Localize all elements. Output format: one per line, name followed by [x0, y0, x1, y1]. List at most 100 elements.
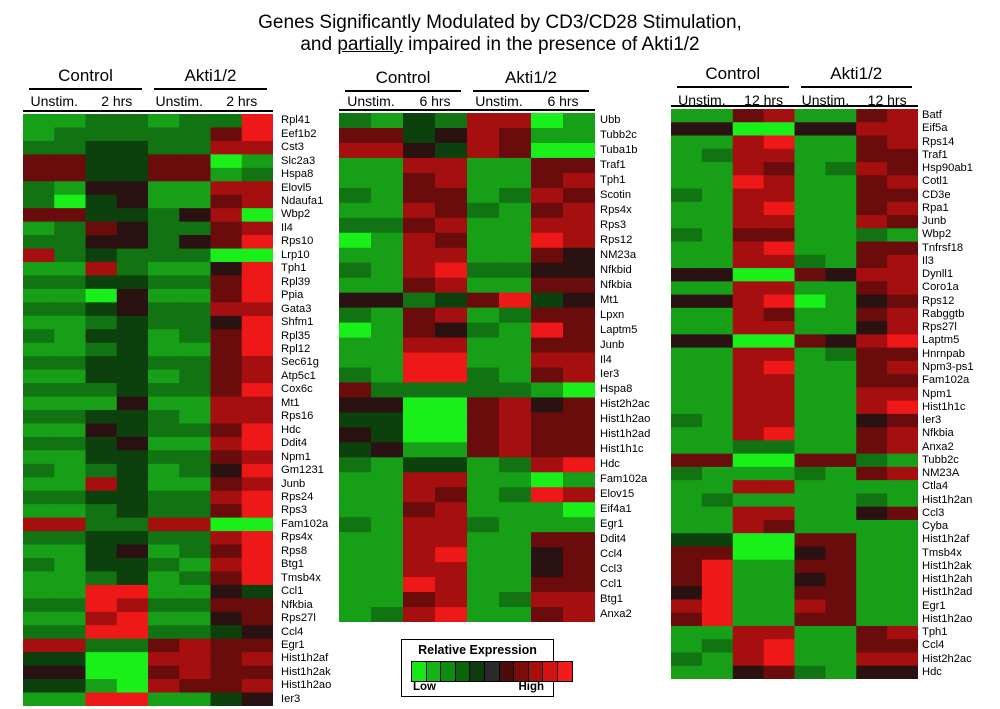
heatmap-cell [241, 181, 273, 196]
heatmap-cell [371, 202, 404, 219]
gene-label: Hist1h2ao [600, 413, 651, 426]
gene-label: Wbp2 [281, 208, 311, 221]
heatmap-cell [701, 612, 734, 627]
heatmap-cell [371, 547, 404, 563]
heatmap-cell [179, 167, 212, 182]
heatmap-cell [241, 611, 273, 626]
column-label: Unstim. [30, 93, 78, 109]
heatmap-cell [563, 337, 595, 354]
heatmap-cell [116, 396, 149, 411]
heatmap-cell [499, 592, 532, 608]
heatmap-cell [54, 692, 87, 706]
heatmap-cell [241, 127, 273, 142]
heatmap-cell [825, 559, 857, 574]
heatmap-cell [23, 477, 55, 492]
heatmap-cell [671, 307, 703, 322]
heatmap-cell [499, 187, 532, 204]
gene-label: Il3 [922, 254, 934, 267]
column-label: 12 hrs [867, 92, 907, 108]
heatmap-cell [887, 228, 918, 243]
heatmap-cell [179, 611, 212, 626]
heatmap-cell [887, 374, 918, 388]
heatmap-cell [403, 412, 436, 428]
heatmap-cell [563, 592, 595, 608]
heatmap-cell [856, 122, 888, 137]
gene-label: Btg1 [281, 558, 305, 571]
heatmap-cell [825, 307, 857, 322]
heatmap-cell [403, 397, 436, 414]
heatmap-cell [856, 400, 888, 415]
heatmap-cell [794, 612, 826, 627]
heatmap-cell [85, 114, 118, 129]
heatmap-cell [210, 302, 243, 317]
legend-swatch [441, 662, 456, 681]
heatmap-cell [148, 436, 180, 451]
heatmap-cell [339, 217, 372, 234]
heatmap-cell [241, 463, 273, 478]
heatmap-cell [435, 592, 468, 608]
heatmap-cell [54, 140, 87, 155]
heatmap-cell [148, 423, 180, 438]
heatmap-cell [210, 288, 243, 303]
heatmap-cell [210, 463, 243, 478]
heatmap-cell [85, 665, 118, 680]
gene-label: Ccl1 [600, 578, 623, 591]
heatmap-cell [179, 436, 212, 451]
heatmap-cell [499, 247, 532, 264]
heatmap-cell [371, 472, 404, 488]
heatmap-cell [23, 288, 55, 303]
heatmap-cell [85, 504, 118, 519]
heatmap-cell [403, 262, 436, 279]
heatmap-cell [435, 307, 468, 324]
heatmap-cell [825, 519, 857, 534]
heatmap-cell [701, 241, 734, 256]
heatmap-cell [794, 480, 826, 495]
heatmap-cell [732, 201, 765, 216]
heatmap-cell [887, 599, 918, 614]
heatmap-cell [825, 228, 857, 243]
heatmap-cell [563, 277, 595, 294]
heatmap-cell [499, 322, 532, 339]
heatmap-cell [85, 531, 118, 546]
heatmap-cell [23, 436, 55, 451]
column-label: Unstim. [678, 92, 726, 108]
heatmap-cell [148, 221, 180, 236]
heatmap-cell [563, 352, 595, 369]
gene-label: Fam102a [281, 517, 329, 530]
heatmap-cell [763, 493, 796, 508]
heatmap-cell [23, 423, 55, 438]
heatmap-cell [54, 396, 87, 411]
heatmap-cell [241, 315, 273, 330]
heatmap-cell [179, 194, 212, 209]
heatmap-cell [887, 572, 918, 587]
gene-label: Fam102a [922, 374, 970, 387]
heatmap-cell [763, 586, 796, 601]
heatmap-cell [371, 172, 404, 189]
heatmap-cell [210, 517, 243, 532]
heatmap-cell [531, 202, 564, 219]
chart-title-line1: Genes Significantly Modulated by CD3/CD2… [258, 12, 742, 33]
heatmap-cell [179, 571, 212, 586]
heatmap-cell [148, 140, 180, 155]
heatmap-cell [116, 450, 149, 465]
gene-label: Junb [281, 477, 306, 490]
heatmap-cell [23, 463, 55, 478]
heatmap-cell [371, 322, 404, 339]
group-label: Control [705, 64, 761, 83]
heatmap-cell [701, 466, 734, 481]
heatmap-cell [371, 502, 404, 518]
heatmap-cell [732, 268, 765, 282]
heatmap-cell [339, 397, 372, 414]
heatmap-cell [403, 427, 436, 443]
heatmap-cell [563, 262, 595, 279]
heatmap-cell [403, 202, 436, 219]
heatmap-cell [148, 288, 180, 303]
heatmap-cell [701, 347, 734, 362]
heatmap-cell [563, 127, 595, 144]
heatmap-cell [435, 382, 468, 399]
heatmap-cell [54, 571, 87, 586]
heatmap-cell [116, 208, 149, 223]
heatmap-cell [116, 181, 149, 196]
heatmap-cell [116, 625, 149, 640]
column-label: Unstim. [347, 93, 395, 109]
